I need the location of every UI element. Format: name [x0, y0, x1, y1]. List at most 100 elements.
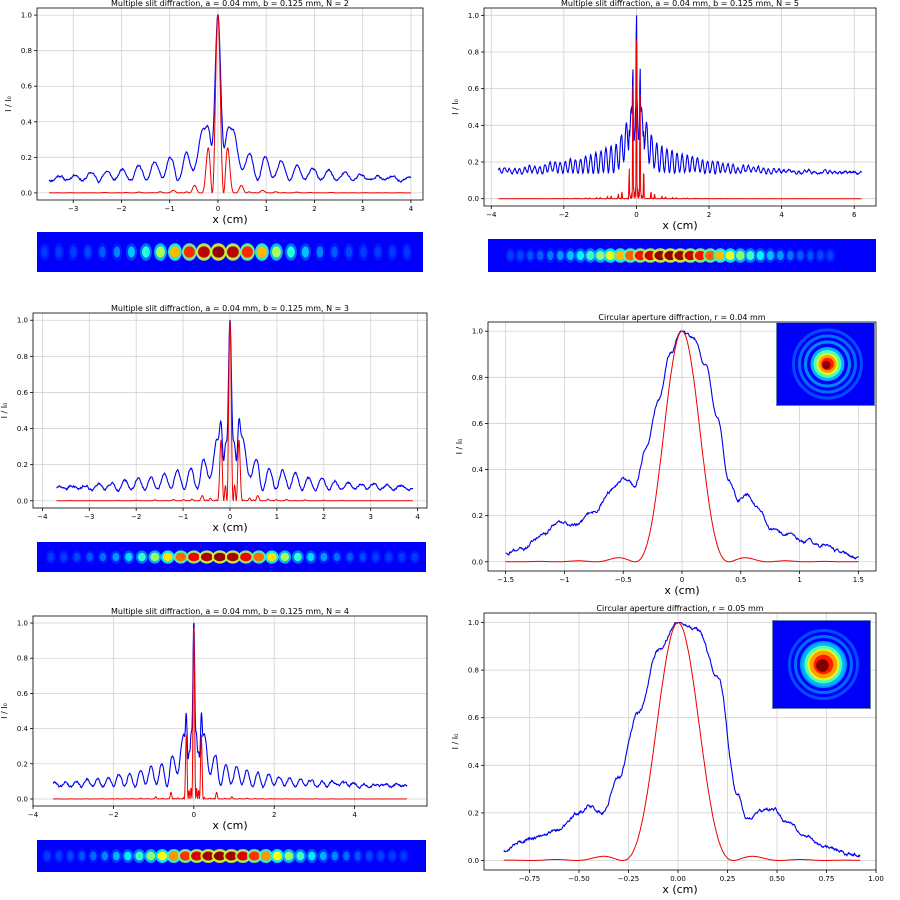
y-tick-label: 0.8: [21, 47, 32, 55]
chart-title: Circular aperture diffraction, r = 0.04 …: [598, 313, 765, 322]
x-tick-label: −0.5: [615, 576, 632, 584]
y-tick-label: 0.8: [17, 655, 28, 663]
y-axis-label: I / I₀: [455, 439, 464, 455]
y-axis-label: I / I₀: [451, 734, 460, 750]
grid: [484, 8, 876, 206]
y-tick-label: 0.6: [468, 714, 480, 722]
x-tick-label: 6: [852, 211, 857, 219]
chart-title: Multiple slit diffraction, a = 0.04 mm, …: [111, 607, 349, 616]
y-tick-label: 0.8: [468, 667, 479, 675]
y-tick-label: 0.0: [468, 857, 479, 865]
x-tick-label: −4: [28, 811, 39, 819]
x-tick-label: −2: [131, 513, 141, 521]
y-tick-label: 1.0: [17, 620, 28, 628]
x-tick-label: 0.50: [769, 875, 785, 883]
x-tick-label: −3: [84, 513, 94, 521]
x-tick-label: 0.75: [819, 875, 835, 883]
x-tick-label: 1: [275, 513, 279, 521]
x-axis-label: x (cm): [212, 213, 247, 226]
x-tick-label: 2: [707, 211, 711, 219]
y-tick-label: 0.0: [468, 195, 479, 203]
y-tick-label: 0.8: [468, 49, 479, 57]
y-tick-label: 0.8: [17, 353, 28, 361]
grid: [37, 8, 423, 200]
x-tick-label: 0: [680, 576, 684, 584]
y-tick-label: 0.4: [17, 725, 29, 733]
grid: [33, 313, 427, 508]
y-tick-label: 0.6: [17, 389, 29, 397]
y-tick-label: 1.0: [468, 619, 479, 627]
y-tick-label: 0.4: [468, 762, 480, 770]
y-axis-label: I / I₀: [0, 403, 9, 419]
y-axis-label: I / I₀: [451, 99, 460, 115]
y-tick-label: 0.2: [17, 760, 28, 768]
x-tick-label: 4: [352, 811, 357, 819]
series-measured: [48, 14, 412, 184]
y-tick-label: 0.0: [17, 497, 28, 505]
y-tick-label: 0.2: [21, 154, 32, 162]
series-measured: [497, 15, 862, 176]
x-tick-label: 2: [272, 811, 276, 819]
series-theory: [56, 321, 413, 502]
x-tick-label: 0: [228, 513, 232, 521]
y-tick-label: 1.0: [21, 12, 32, 20]
series-theory: [498, 39, 862, 201]
x-tick-label: −2: [116, 205, 126, 213]
chart-title: Multiple slit diffraction, a = 0.04 mm, …: [111, 304, 349, 313]
x-axis-label: x (cm): [664, 584, 699, 597]
x-tick-label: −0.50: [568, 875, 589, 883]
x-tick-label: 0: [192, 811, 196, 819]
x-tick-label: 0.5: [735, 576, 746, 584]
x-tick-label: −2: [559, 211, 569, 219]
x-tick-label: −4: [486, 211, 497, 219]
plot-frame: [32, 312, 428, 509]
series-measured: [56, 320, 414, 493]
x-axis-label: x (cm): [212, 819, 247, 832]
y-tick-label: 0.2: [17, 461, 28, 469]
intensity-strip-n3: [37, 542, 426, 572]
grid: [32, 616, 427, 806]
y-tick-label: 0.0: [21, 189, 32, 197]
x-tick-label: −1.5: [497, 576, 514, 584]
x-tick-label: 4: [779, 211, 784, 219]
x-tick-label: 1: [797, 576, 801, 584]
x-tick-label: 2: [322, 513, 326, 521]
chart-title: Multiple slit diffraction, a = 0.04 mm, …: [111, 0, 349, 8]
intensity-strip-n4: [37, 840, 426, 872]
intensity-inset-r004: [776, 322, 875, 406]
x-axis-label: x (cm): [212, 521, 247, 534]
x-tick-label: 3: [360, 205, 364, 213]
y-tick-label: 0.4: [472, 466, 484, 474]
x-tick-label: 4: [409, 205, 414, 213]
x-tick-label: 0: [634, 211, 638, 219]
y-tick-label: 1.0: [17, 317, 28, 325]
x-tick-label: 1.00: [868, 875, 884, 883]
x-tick-label: 0.00: [670, 875, 686, 883]
y-tick-label: 0.6: [468, 85, 480, 93]
y-tick-label: 0.6: [17, 690, 29, 698]
x-tick-label: 0.25: [720, 875, 736, 883]
chart-title: Circular aperture diffraction, r = 0.05 …: [596, 604, 763, 613]
intensity-strip-n2: [37, 232, 423, 272]
x-tick-label: 1.5: [853, 576, 864, 584]
series-theory: [53, 627, 407, 801]
chart-title: Multiple slit diffraction, a = 0.04 mm, …: [561, 0, 799, 8]
x-tick-label: −1: [559, 576, 569, 584]
y-tick-label: 0.6: [21, 83, 33, 91]
intensity-strip-n5: [488, 239, 876, 272]
plot-frame: [32, 615, 428, 807]
y-axis-label: I / I₀: [4, 96, 13, 112]
x-tick-label: −1: [165, 205, 175, 213]
y-tick-label: 0.2: [472, 512, 483, 520]
x-tick-label: −3: [68, 205, 78, 213]
y-tick-label: 0.4: [468, 122, 480, 130]
y-tick-label: 1.0: [472, 328, 483, 336]
y-tick-label: 0.4: [17, 425, 29, 433]
